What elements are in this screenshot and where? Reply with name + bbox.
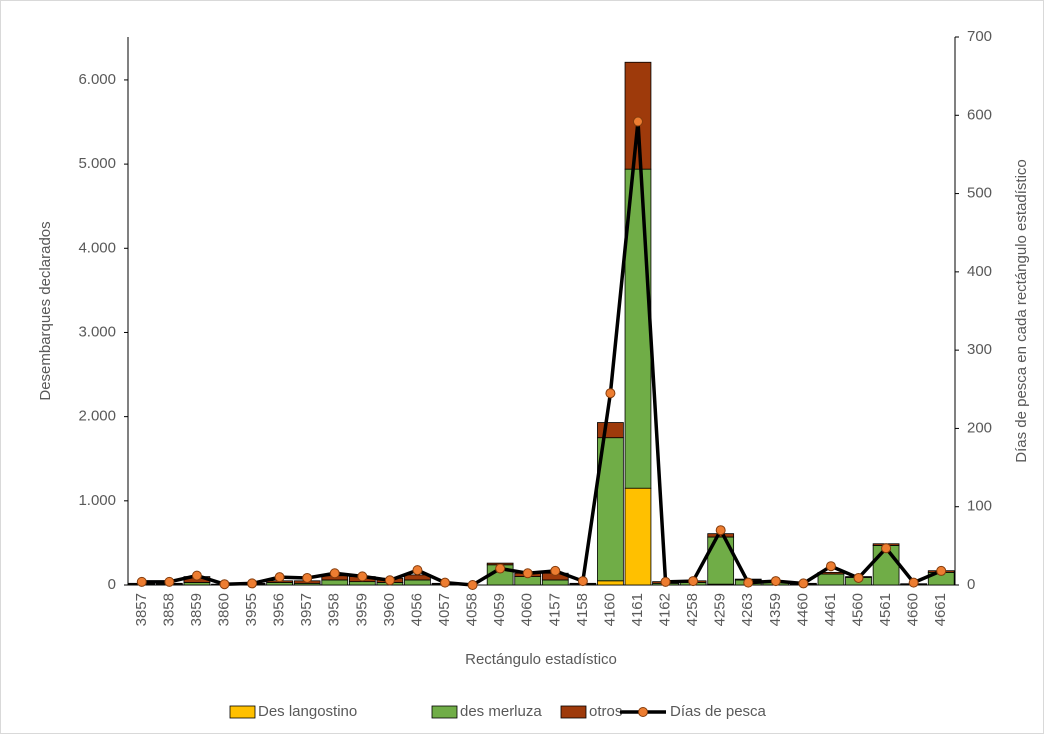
line-marker	[770, 576, 781, 587]
line-marker	[632, 116, 643, 127]
y2-tick-label: 500	[967, 185, 992, 202]
x-tick-label: 4057	[436, 593, 453, 626]
x-tick-label: 4157	[546, 593, 563, 626]
y2-tick-label: 300	[967, 341, 992, 358]
legend-swatch	[229, 705, 256, 719]
x-tick-label: 3860	[215, 593, 232, 626]
line-marker	[743, 577, 754, 588]
bar-segment	[597, 437, 624, 582]
bar-segment	[348, 581, 376, 586]
line-marker	[384, 575, 395, 586]
x-tick-label: 4359	[767, 593, 784, 626]
legend-label: otros	[589, 703, 622, 720]
line-marker	[605, 388, 616, 399]
y2-tick-label: 600	[967, 106, 992, 123]
y-tick-label: 0	[108, 576, 116, 593]
line-marker	[522, 568, 533, 579]
y2-tick-label: 100	[967, 498, 992, 515]
legend-swatch	[431, 705, 458, 719]
y-tick-label: 3.000	[78, 323, 116, 340]
x-tick-label: 4060	[519, 593, 536, 626]
x-tick-label: 4161	[629, 593, 646, 626]
line-marker	[274, 572, 285, 583]
y-tick-label: 4.000	[78, 239, 116, 256]
y-axis-title: Desembarques declarados	[37, 221, 54, 400]
line-marker	[191, 570, 202, 581]
x-tick-label: 3959	[353, 593, 370, 626]
x-tick-label: 3859	[188, 593, 205, 626]
line-marker	[577, 576, 588, 587]
x-axis-title: Rectángulo estadístico	[465, 651, 617, 668]
x-tick-label: 3858	[160, 593, 177, 626]
x-tick-label: 4660	[905, 593, 922, 626]
line-marker	[825, 561, 836, 572]
y-tick-label: 6.000	[78, 71, 116, 88]
x-tick-label: 3955	[243, 593, 260, 626]
line-marker	[329, 568, 340, 579]
line-marker	[495, 563, 506, 574]
y2-tick-label: 0	[967, 576, 975, 593]
line-marker	[550, 565, 561, 576]
y-tick-label: 1.000	[78, 492, 116, 509]
x-tick-label: 3956	[271, 593, 288, 626]
line-marker	[715, 525, 726, 536]
line-marker	[164, 576, 175, 587]
y2-tick-label: 400	[967, 263, 992, 280]
y2-tick-label: 700	[967, 28, 992, 45]
x-tick-label: 3857	[133, 593, 150, 626]
bar-segment	[817, 573, 845, 586]
line-marker	[440, 577, 451, 588]
x-tick-label: 3958	[326, 593, 343, 626]
bar-segment	[597, 422, 624, 439]
line-marker	[881, 543, 892, 554]
line-marker	[247, 578, 258, 589]
x-tick-label: 4259	[712, 593, 729, 626]
bar-segment	[321, 579, 349, 586]
legend-marker	[638, 707, 648, 717]
line-marker	[908, 577, 919, 588]
x-tick-label: 4661	[932, 593, 949, 626]
y-tick-label: 5.000	[78, 155, 116, 172]
legend-label: des merluza	[460, 703, 542, 720]
line-marker	[467, 580, 478, 590]
bar-segment	[597, 580, 624, 586]
legend-label: Días de pesca	[670, 703, 767, 720]
line-marker	[660, 576, 671, 587]
x-tick-label: 4059	[491, 593, 508, 626]
legend-label: Des langostino	[258, 703, 357, 720]
line-marker	[136, 576, 147, 587]
bar-segment	[624, 61, 652, 170]
y2-axis-title: Días de pesca en cada rectángulo estadís…	[1013, 159, 1030, 463]
x-tick-label: 4058	[464, 593, 481, 626]
line-marker	[302, 572, 313, 583]
bar-segment	[541, 579, 569, 586]
y2-tick-label: 200	[967, 419, 992, 436]
line-marker	[936, 565, 947, 576]
x-tick-label: 4263	[739, 593, 756, 626]
line-marker	[412, 565, 423, 576]
line-marker	[357, 571, 368, 582]
bar-segment	[404, 579, 431, 586]
x-tick-label: 4162	[657, 593, 674, 626]
legend-swatch	[560, 705, 587, 719]
line-marker	[219, 579, 230, 590]
x-tick-label: 4160	[601, 593, 618, 626]
x-tick-label: 4258	[684, 593, 701, 626]
x-tick-label: 4158	[574, 593, 591, 626]
x-tick-label: 4056	[408, 593, 425, 626]
line-marker	[798, 578, 809, 589]
x-tick-label: 3960	[381, 593, 398, 626]
x-tick-label: 4561	[877, 593, 894, 626]
x-tick-label: 4461	[822, 593, 839, 626]
y-tick-label: 2.000	[78, 408, 116, 425]
x-tick-label: 4560	[849, 593, 866, 626]
line-marker	[853, 572, 864, 583]
x-tick-label: 4460	[794, 593, 811, 626]
line-marker	[688, 576, 699, 587]
bar-segment	[624, 487, 652, 586]
x-tick-label: 3957	[298, 593, 315, 626]
